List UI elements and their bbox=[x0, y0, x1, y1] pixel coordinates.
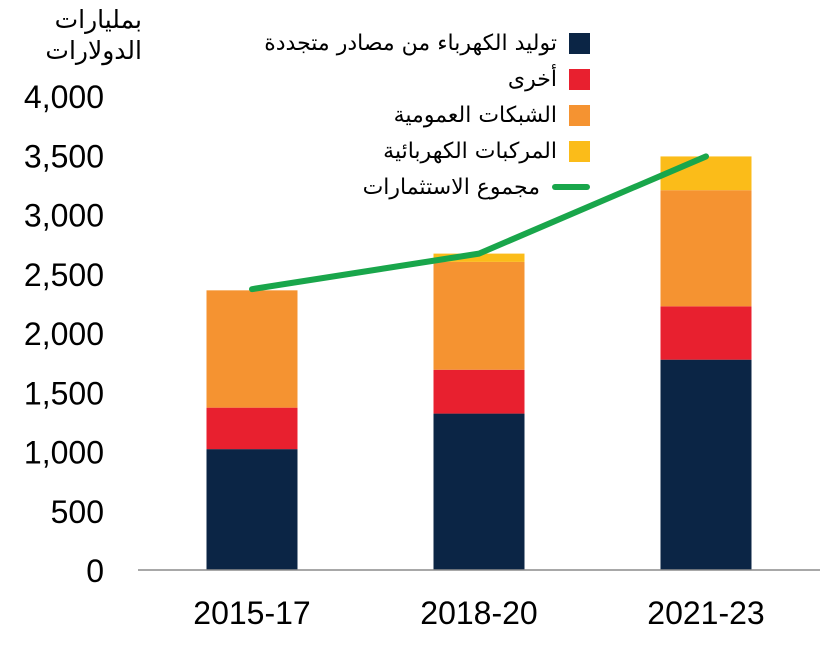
y-tick-label: 1,500 bbox=[24, 375, 104, 411]
legend-item-evs: المركبات الكهربائية bbox=[383, 134, 590, 168]
x-tick-label: 2021-23 bbox=[647, 595, 764, 631]
bar-segment-3-2015-17 bbox=[206, 290, 298, 408]
y-tick-label: 3,000 bbox=[24, 198, 104, 234]
y-tick-label: 0 bbox=[86, 553, 104, 589]
legend-swatch-grids bbox=[569, 104, 590, 126]
legend-line-total bbox=[552, 184, 590, 190]
total-investment-line bbox=[249, 153, 709, 293]
bar-segment-2-2015-17 bbox=[206, 407, 298, 450]
y-tick-label: 2,500 bbox=[24, 257, 104, 293]
y-tick-label: 4,000 bbox=[24, 79, 104, 115]
y-tick-label: 2,000 bbox=[24, 316, 104, 352]
y-tick-label: 1,000 bbox=[24, 435, 104, 471]
y-axis-unit-label: بمليارات الدولارات bbox=[45, 5, 142, 65]
legend-item-total: مجموع الاستثمارات bbox=[363, 170, 590, 204]
bar-segment-2-2018-20 bbox=[433, 369, 525, 414]
legend-swatch-other bbox=[569, 68, 590, 90]
legend-item-other: أخرى bbox=[508, 62, 590, 96]
legend-item-renewables: توليد الكهرباء من مصادر متجددة bbox=[264, 26, 590, 60]
x-tick-label: 2018-20 bbox=[420, 595, 537, 631]
legend-label-evs: المركبات الكهربائية bbox=[383, 138, 557, 164]
legend-label-total: مجموع الاستثمارات bbox=[362, 174, 540, 200]
legend-swatch-renewables bbox=[569, 32, 590, 54]
y-tick-label: 3,500 bbox=[24, 138, 104, 174]
bar-segment-3-2021-23 bbox=[660, 190, 752, 307]
bar-segment-1-2015-17 bbox=[206, 449, 298, 570]
bar-segment-1-2021-23 bbox=[660, 359, 752, 570]
legend-item-grids: الشبكات العمومية bbox=[394, 98, 590, 132]
legend-label-other: أخرى bbox=[507, 66, 557, 92]
legend-swatch-evs bbox=[569, 140, 590, 162]
legend-label-grids: الشبكات العمومية bbox=[393, 102, 557, 128]
legend-label-renewables: توليد الكهرباء من مصادر متجددة bbox=[264, 30, 557, 56]
bar-segment-3-2018-20 bbox=[433, 261, 525, 370]
y-tick-label: 500 bbox=[51, 494, 104, 530]
bar-segment-4-2021-23 bbox=[660, 156, 752, 191]
bar-segment-4-2018-20 bbox=[433, 253, 525, 262]
bar-segment-2-2021-23 bbox=[660, 306, 752, 360]
bar-segment-1-2018-20 bbox=[433, 413, 525, 570]
x-tick-label: 2015-17 bbox=[193, 595, 310, 631]
